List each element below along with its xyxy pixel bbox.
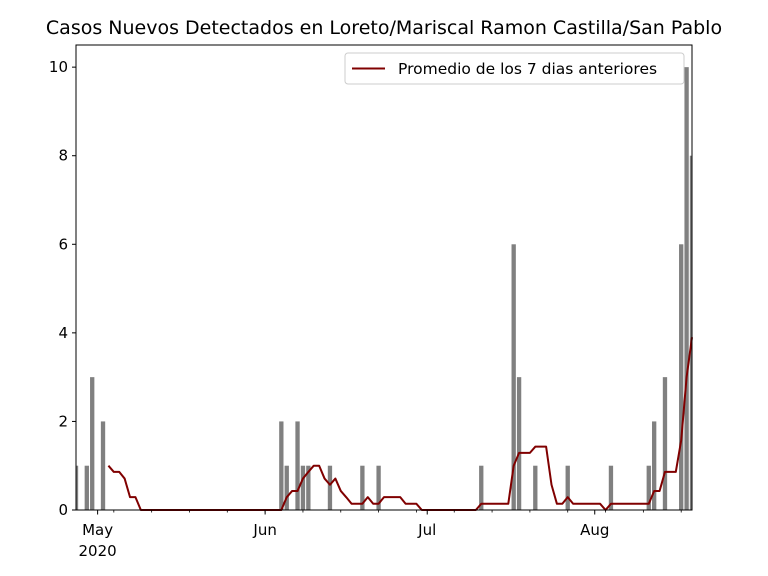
x-tick-label: Jul [417, 521, 436, 539]
bar [295, 421, 300, 510]
bar [479, 465, 484, 510]
bar [684, 67, 689, 510]
bar [76, 465, 79, 510]
bar [84, 465, 89, 510]
bar [679, 244, 684, 511]
bars-layer [76, 67, 692, 511]
bar [652, 421, 657, 510]
bar [100, 421, 106, 510]
bar [327, 465, 333, 510]
y-tick-label: 4 [58, 324, 68, 342]
bar [284, 465, 289, 510]
y-tick-label: 10 [49, 58, 68, 76]
bar [511, 244, 516, 511]
y-tick-label: 8 [58, 147, 68, 165]
bar [376, 465, 381, 510]
legend: Promedio de los 7 dias anteriores [344, 52, 685, 85]
bar [306, 465, 311, 510]
y-tick-label: 0 [58, 501, 68, 519]
x-tick-sublabel: 2020 [79, 542, 117, 560]
legend-box [344, 52, 685, 85]
y-axis: 0 2 4 6 8 10 [49, 58, 76, 519]
bar [279, 421, 284, 510]
legend-label: Promedio de los 7 dias anteriores [398, 60, 657, 78]
bar [689, 155, 692, 510]
bar [608, 465, 614, 510]
bar [533, 465, 538, 510]
series-line-7-day-average [107, 337, 693, 511]
bar [90, 377, 95, 510]
x-tick-label: Aug [580, 521, 609, 539]
plot-frame [75, 44, 693, 511]
bar [360, 465, 365, 510]
bar [516, 377, 522, 510]
x-axis: May 2020 Jun Jul Aug [79, 510, 682, 560]
chart-title: Casos Nuevos Detectados en Loreto/Marisc… [46, 17, 722, 39]
bar [300, 465, 306, 510]
line-layer [107, 337, 693, 511]
bar [662, 377, 668, 510]
x-tick-label: Jun [252, 521, 276, 539]
bar [565, 465, 570, 510]
bar [646, 465, 651, 510]
y-tick-label: 6 [58, 235, 68, 253]
y-tick-label: 2 [58, 412, 68, 430]
x-tick-label: May [82, 521, 113, 539]
